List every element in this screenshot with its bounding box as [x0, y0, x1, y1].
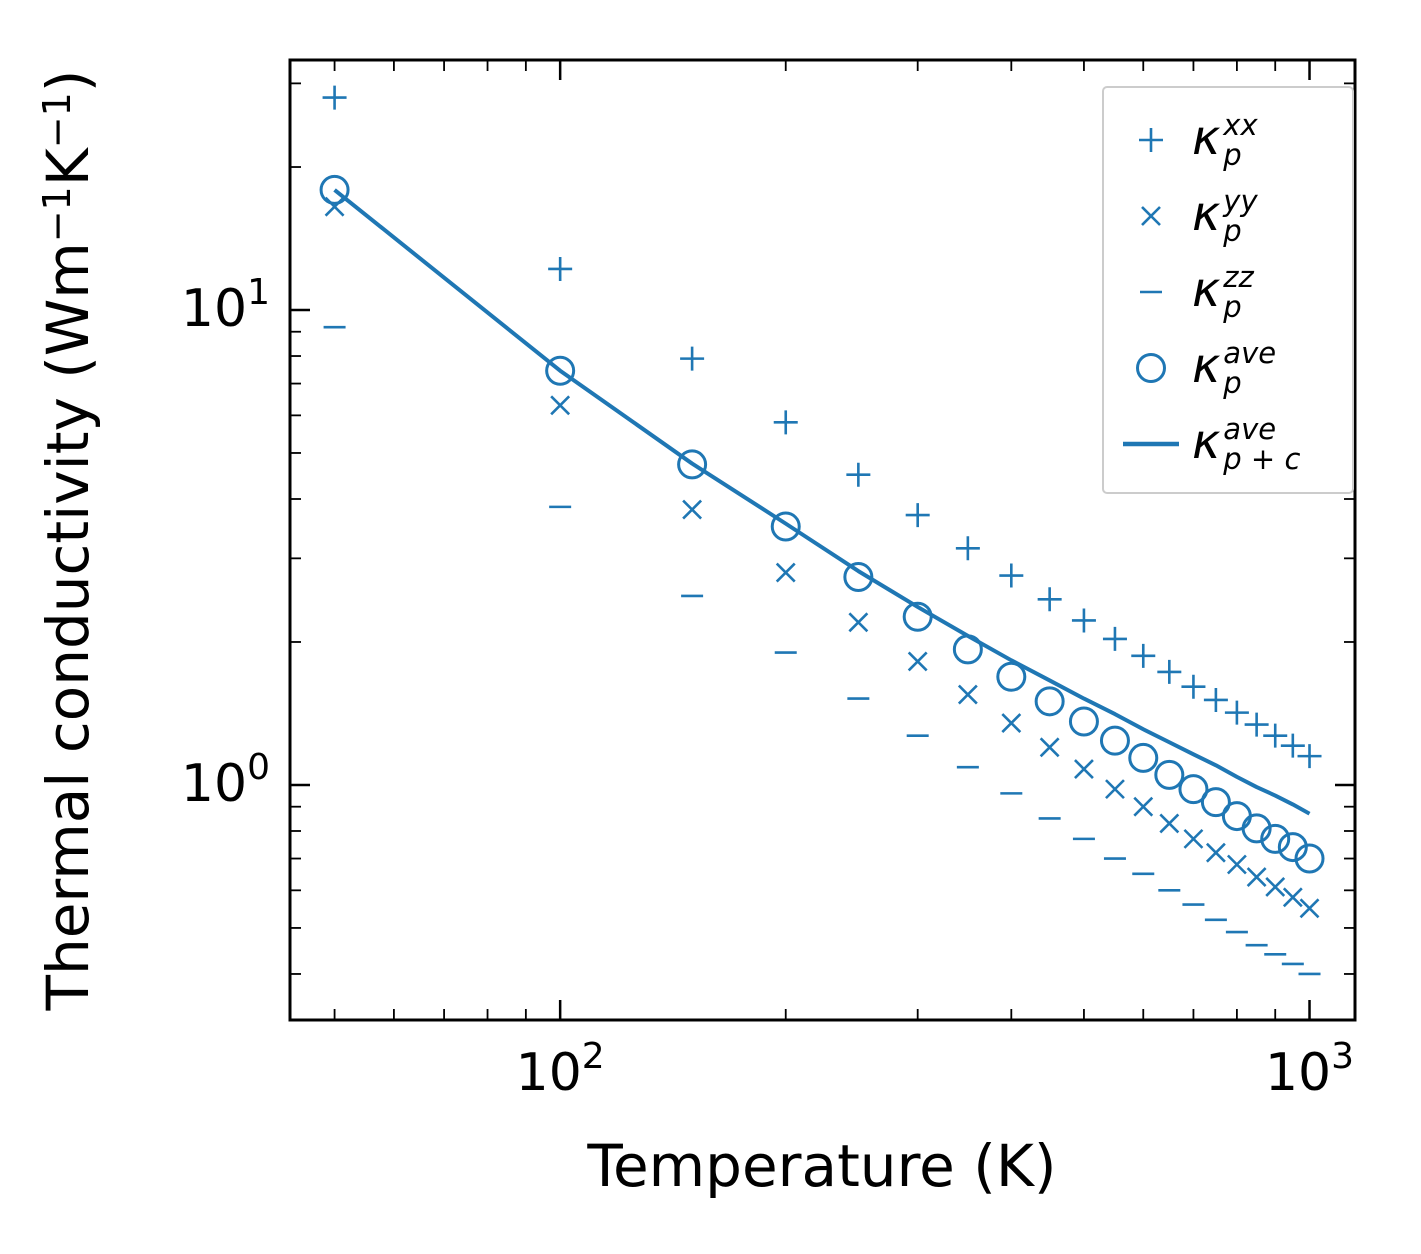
legend-label: κ zz p [1192, 260, 1254, 324]
y-tick-label: 101 [181, 272, 270, 339]
legend-entry-kappa-p-yy: κ yy p [1118, 176, 1346, 252]
y-axis-label: Thermal conductivity (Wm−1K−1) [34, 70, 102, 1012]
legend-entry-kappa-p-xx: κ xx p [1118, 100, 1346, 176]
plot-border [288, 58, 1357, 1022]
series-kappa-p-yy [324, 196, 1320, 919]
series-kappa-p-plus-c-ave [333, 188, 1311, 816]
legend-entry-kappa-p-ave: κ ave p [1118, 328, 1346, 404]
series-kappa-p-zz [323, 325, 1321, 976]
legend: κ xx p κ yy p κ zz p κ ave p κ ave p + c [1102, 86, 1354, 494]
x-tick-label: 102 [516, 1036, 605, 1103]
minus-marker-icon [1140, 290, 1162, 294]
line-marker-icon [1123, 441, 1179, 447]
legend-label: κ ave p + c [1192, 412, 1301, 476]
circle-marker-icon [1136, 353, 1166, 383]
plus-marker-icon [1139, 128, 1163, 152]
y-tick-label: 100 [181, 747, 270, 814]
x-axis-label: Temperature (K) [586, 1132, 1056, 1200]
legend-entry-kappa-p-zz: κ zz p [1118, 252, 1346, 328]
tick-labels: 102 103 100 101 [181, 272, 1354, 1103]
legend-label: κ xx p [1192, 108, 1258, 172]
x-marker-icon [1141, 206, 1161, 226]
legend-entry-kappa-p-plus-c-ave: κ ave p + c [1118, 404, 1346, 480]
x-tick-label: 103 [1265, 1036, 1354, 1103]
legend-label: κ ave p [1192, 336, 1277, 400]
series-kappa-p-xx [322, 85, 1322, 769]
series-kappa-p-ave [319, 174, 1325, 874]
legend-label: κ yy p [1192, 184, 1258, 248]
